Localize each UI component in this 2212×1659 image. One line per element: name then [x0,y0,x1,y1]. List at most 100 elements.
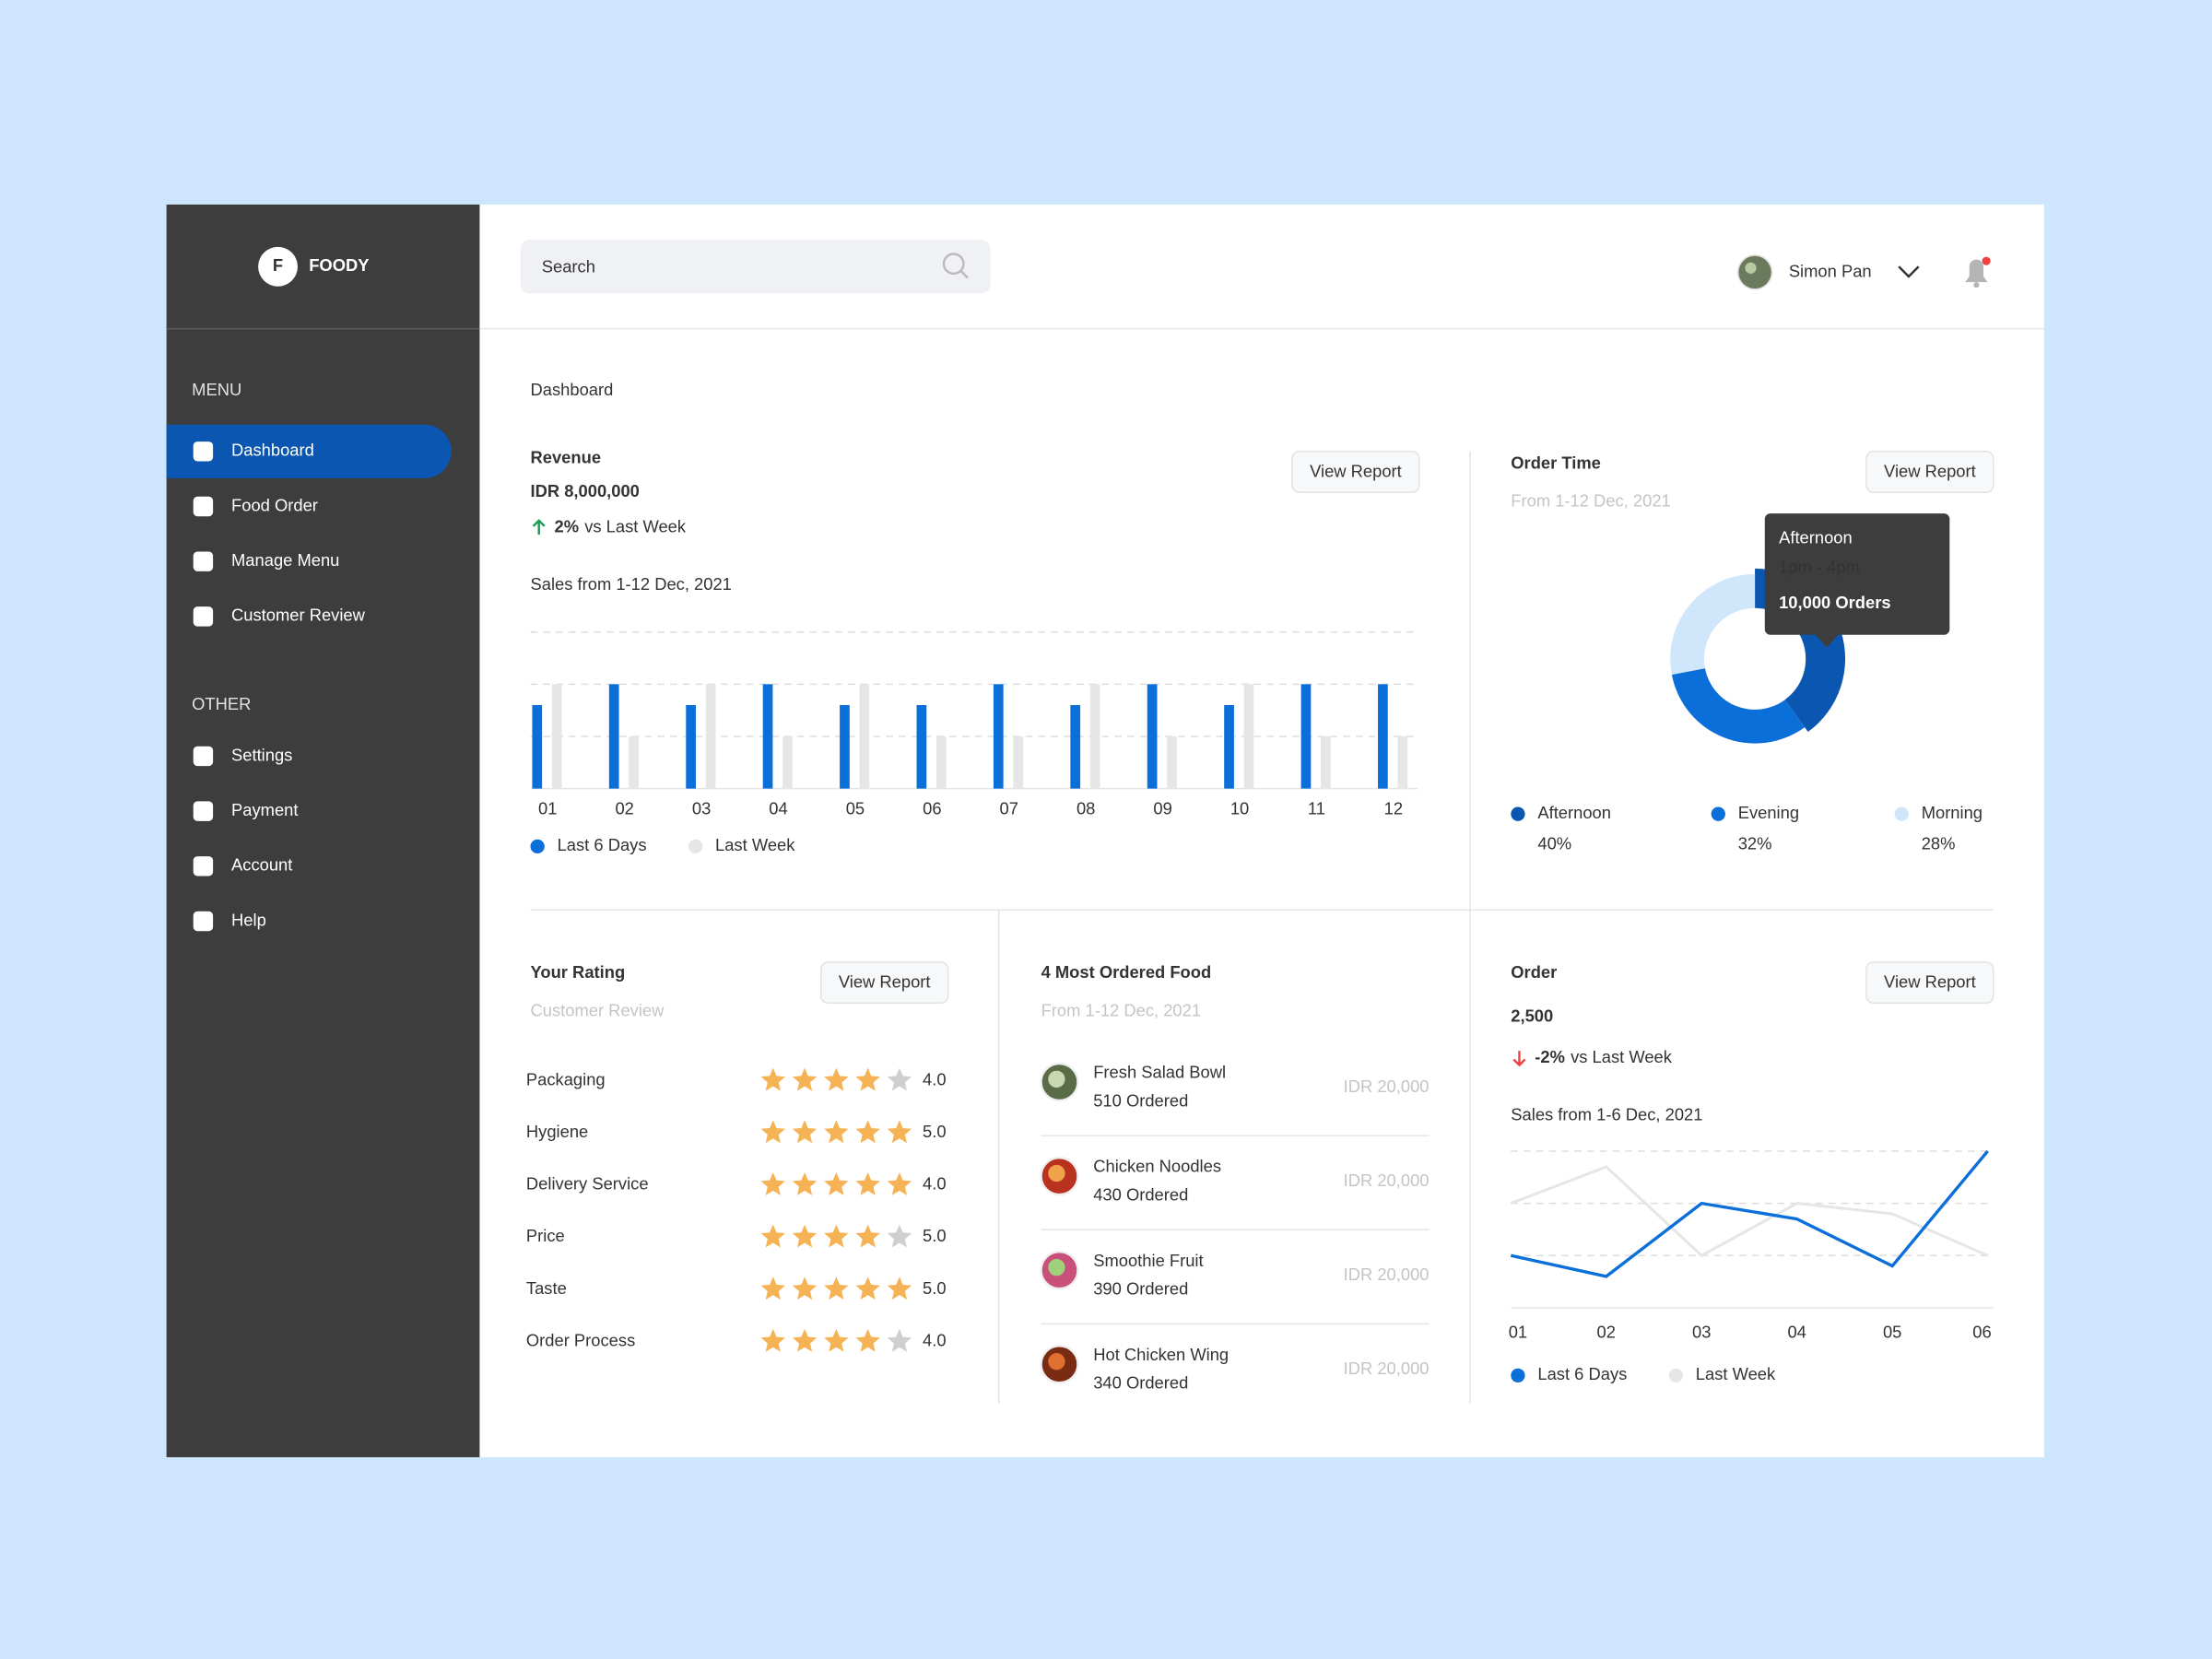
search-box[interactable] [520,240,991,294]
chart-subtitle: Sales from 1-6 Dec, 2021 [1511,1105,1702,1124]
menu-item[interactable]: Dashboard [231,441,314,460]
bar [916,705,927,789]
tooltip-orders: 10,000 Orders [1779,593,1890,612]
line-series [1510,1149,1989,1278]
menu-icon [193,801,214,821]
food-name: Smoothie Fruit [1093,1251,1203,1270]
view-report-label[interactable]: View Report [1884,462,1976,481]
food-name: Fresh Salad Bowl [1093,1063,1226,1082]
brand-name: FOODY [309,255,369,275]
rating-star [792,1171,818,1195]
menu-item[interactable]: Help [231,910,266,929]
bar [1243,684,1254,789]
legend-swatch [1511,806,1525,821]
food-price: IDR 20,000 [1344,1359,1430,1378]
view-report-label[interactable]: View Report [1884,972,1976,992]
rating-star [855,1120,880,1144]
line-series [1510,1165,1989,1258]
bar [705,684,716,789]
rating-star [760,1171,785,1195]
rating-star [887,1328,912,1352]
page-title: Dashboard [531,380,614,399]
change-comparison: vs Last Week [1571,1047,1673,1066]
x-tick-label: 08 [1077,798,1095,818]
menu-item[interactable]: Customer Review [231,606,366,625]
chart-subtitle: Sales from 1-12 Dec, 2021 [531,574,732,594]
food-price: IDR 20,000 [1344,1171,1430,1190]
card-title: Your Rating [531,962,626,982]
rating-star [760,1120,785,1144]
rating-star [792,1067,818,1091]
order-amount: 2,500 [1511,1006,1553,1025]
active-menu-pill[interactable] [166,424,452,478]
bar [629,735,639,789]
food-name: Chicken Noodles [1093,1157,1221,1176]
view-report-button[interactable] [1865,961,1994,1005]
notification-dot [1982,256,1991,265]
x-tick-label: 04 [1787,1322,1806,1341]
legend-label: Last Week [1696,1364,1776,1383]
bar [993,684,1004,789]
rating-star [887,1224,912,1248]
legend-value: 28% [1922,834,1956,853]
bar [1147,684,1158,789]
legend-swatch [1711,806,1725,821]
x-tick-label: 03 [1692,1322,1711,1341]
legend-swatch [1511,1368,1525,1382]
rating-label: Order Process [526,1330,635,1349]
bar [1224,705,1234,789]
rating-star [855,1277,880,1300]
card-title: 4 Most Ordered Food [1041,962,1212,982]
view-report-button[interactable] [820,961,949,1005]
x-tick-label: 01 [538,798,557,818]
food-thumbnail [1048,1164,1065,1182]
card-title: Order Time [1511,453,1601,472]
rating-label: Packaging [526,1069,606,1088]
menu-item[interactable]: Food Order [231,495,318,514]
rating-star [855,1224,880,1248]
rating-star [824,1171,849,1195]
card-subtitle: Customer Review [531,1000,665,1019]
view-report-label[interactable]: View Report [1310,462,1402,481]
search-placeholder[interactable]: Search [542,257,595,276]
food-ordered: 340 Ordered [1093,1373,1188,1393]
rating-star [824,1277,849,1300]
rating-score: 4.0 [923,1069,947,1088]
dropdown-chevron[interactable] [1898,265,1920,278]
rating-star [824,1224,849,1248]
x-tick-label: 12 [1384,798,1403,818]
x-tick-label: 09 [1153,798,1171,818]
view-report-label[interactable]: View Report [839,972,931,992]
rating-label: Taste [526,1278,567,1298]
card-subtitle: From 1-12 Dec, 2021 [1511,491,1670,511]
menu-item[interactable]: Manage Menu [231,550,339,570]
menu-item[interactable]: Payment [231,800,298,819]
rating-star [760,1067,785,1091]
change-comparison: vs Last Week [584,516,687,535]
legend-swatch [1894,806,1909,821]
x-tick-label: 02 [1597,1322,1616,1341]
change-value: -2% [1535,1047,1565,1066]
x-tick-label: 06 [1972,1322,1991,1341]
search-icon [959,270,969,279]
view-report-button[interactable] [1291,451,1420,493]
menu-item[interactable]: Settings [231,745,292,764]
bar [686,705,696,789]
user-name[interactable]: Simon Pan [1789,261,1872,280]
card-subtitle: From 1-12 Dec, 2021 [1041,1000,1201,1019]
food-price: IDR 20,000 [1344,1077,1430,1096]
rating-star [855,1328,880,1352]
view-report-button[interactable] [1865,451,1994,493]
rating-star [887,1120,912,1144]
x-tick-label: 01 [1509,1322,1527,1341]
menu-item[interactable]: Account [231,855,292,875]
menu-icon [193,856,214,877]
rating-star [887,1171,912,1195]
card-title: Revenue [531,447,602,466]
avatar[interactable] [1736,254,1773,290]
food-price: IDR 20,000 [1344,1265,1430,1284]
legend-label: Afternoon [1537,803,1611,822]
bell-icon[interactable] [1965,259,1988,283]
bar [1089,684,1100,789]
